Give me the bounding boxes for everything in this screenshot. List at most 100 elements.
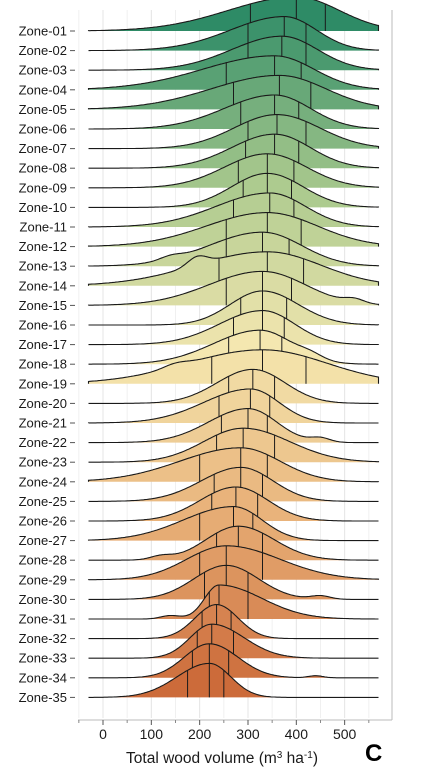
zone-label: Zone-22 xyxy=(19,435,67,450)
ridge-zone-34 xyxy=(88,643,379,679)
ridge-outline xyxy=(87,231,380,267)
zone-label: Zone-04 xyxy=(19,82,67,97)
zone-label: Zone-23 xyxy=(19,455,67,470)
zone-label: Zone-08 xyxy=(19,161,67,176)
ridge-outline xyxy=(88,35,380,71)
ridge-outline xyxy=(87,192,380,228)
ridge-zone-03 xyxy=(88,35,380,71)
zone-label: Zone-15 xyxy=(19,298,67,313)
ridge-outline xyxy=(88,16,380,52)
zone-labels: Zone-01 Zone-02 Zone-03 Zone-04 Zone-05 Zone-… xyxy=(19,24,75,705)
x-tick-label: 100 xyxy=(140,726,164,742)
zone-label: Zone-01 xyxy=(19,24,67,39)
ridge-fill xyxy=(88,95,379,129)
ridge-fill xyxy=(88,408,379,443)
zone-label: Zone-17 xyxy=(19,337,67,352)
x-tick-label: 400 xyxy=(285,726,309,742)
zone-label: Zone-30 xyxy=(19,592,67,607)
ridge-outline xyxy=(88,564,379,600)
ridge-outline xyxy=(88,584,379,620)
zone-label: Zone-31 xyxy=(19,612,67,627)
ridge-outline xyxy=(88,329,379,365)
zone-label: Zone-33 xyxy=(19,651,67,666)
ridge-outline xyxy=(87,545,380,581)
zone-label: Zone-03 xyxy=(19,63,67,78)
x-tick-label: 0 xyxy=(99,726,107,742)
ridge-fill xyxy=(88,585,379,619)
ridge-fill xyxy=(88,467,379,502)
ridge-outline xyxy=(88,114,380,150)
zone-label: Zone-12 xyxy=(19,239,67,254)
ridge-fill xyxy=(88,232,379,267)
ridge-fill xyxy=(88,663,379,698)
zone-label: Zone-16 xyxy=(19,318,67,333)
ridge-outline xyxy=(87,0,380,32)
zone-label: Zone-21 xyxy=(19,416,67,431)
zone-label: Zone-24 xyxy=(19,474,67,489)
ridge-fill xyxy=(88,330,379,365)
zone-label: Zone-09 xyxy=(19,180,67,195)
zone-label: Zone-34 xyxy=(19,670,67,685)
ridge-fill xyxy=(88,173,379,208)
ridge-zone-14 xyxy=(87,251,380,286)
ridge-outline xyxy=(88,172,380,208)
ridge-outline xyxy=(88,408,379,444)
ridge-outline xyxy=(88,133,380,169)
x-tick-label: 200 xyxy=(188,726,212,742)
zone-label: Zone-02 xyxy=(19,43,67,58)
ridge-zone-35 xyxy=(88,662,379,698)
ridge-outline xyxy=(88,643,379,679)
ridge-fill xyxy=(88,604,379,639)
ridge-outline xyxy=(88,662,379,698)
zone-label: Zone-32 xyxy=(19,631,67,646)
panel-letter: C xyxy=(365,740,382,767)
ridge-fill xyxy=(88,389,379,423)
zone-label: Zone-28 xyxy=(19,553,67,568)
ridge-outline xyxy=(87,74,380,110)
ridge-outline xyxy=(87,506,379,542)
ridge-fill xyxy=(88,251,379,286)
ridge-outline xyxy=(88,310,380,346)
zone-label: Zone-27 xyxy=(19,533,67,548)
ridge-outline xyxy=(87,388,379,424)
ridge-outline xyxy=(88,153,380,189)
ridge-zone-19 xyxy=(87,349,380,384)
ridge-outline xyxy=(87,55,380,90)
zone-label: Zone-26 xyxy=(19,514,67,529)
ridge-outline xyxy=(87,270,380,306)
zone-label: Zone-25 xyxy=(19,494,67,509)
ridge-fill xyxy=(88,428,379,463)
ridge-fill xyxy=(88,291,379,325)
ridge-fill xyxy=(88,212,379,247)
ridge-outline xyxy=(88,623,379,659)
ridge-fill xyxy=(88,643,379,678)
zone-label: Zone-14 xyxy=(19,278,67,293)
zone-label: Zone-07 xyxy=(19,141,67,156)
ridge-outline xyxy=(88,486,379,522)
x-tick-label: 500 xyxy=(333,726,357,742)
ridges xyxy=(87,0,380,698)
ridge-fill xyxy=(88,271,379,306)
zone-label: Zone-13 xyxy=(19,259,67,274)
ridge-fill xyxy=(88,153,379,188)
zone-label: Zone-11 xyxy=(20,220,67,235)
ridge-outline xyxy=(88,604,379,640)
ridge-outline xyxy=(87,212,380,247)
zone-label: Zone-06 xyxy=(19,122,67,137)
zone-label: Zone-18 xyxy=(19,357,67,372)
zone-label: Zone-29 xyxy=(19,572,67,587)
zone-label: Zone-05 xyxy=(19,102,67,117)
ridge-outline xyxy=(88,290,380,326)
ridge-outline xyxy=(88,466,379,502)
ridge-zone-18 xyxy=(88,329,379,365)
ridge-fill xyxy=(88,565,379,600)
ridge-outline xyxy=(88,427,380,463)
ridge-outline xyxy=(88,368,379,404)
x-tick-label: 300 xyxy=(236,726,260,742)
x-axis-title: Total wood volume (m3 ha-1) xyxy=(126,750,318,768)
zone-label: Zone-20 xyxy=(19,396,67,411)
ridge-outline xyxy=(88,525,379,561)
ridge-outline xyxy=(87,447,380,483)
zone-label: Zone-10 xyxy=(19,200,67,215)
